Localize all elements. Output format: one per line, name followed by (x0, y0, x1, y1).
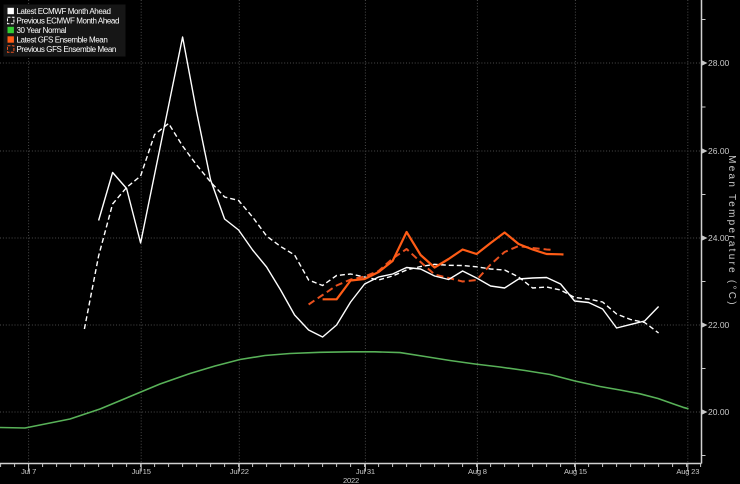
svg-text:Jul 7: Jul 7 (21, 467, 36, 476)
svg-text:Aug 8: Aug 8 (468, 467, 487, 476)
svg-text:26.00: 26.00 (708, 146, 730, 156)
svg-text:24.00: 24.00 (708, 233, 730, 243)
svg-text:Aug 15: Aug 15 (564, 467, 587, 476)
svg-text:Previous ECMWF Month Ahead: Previous ECMWF Month Ahead (17, 17, 120, 26)
svg-text:Jul 31: Jul 31 (356, 467, 375, 476)
svg-text:Latest ECMWF Month Ahead: Latest ECMWF Month Ahead (17, 7, 111, 16)
svg-text:30 Year Normal: 30 Year Normal (17, 26, 67, 35)
svg-text:Previous GFS Ensemble Mean: Previous GFS Ensemble Mean (17, 45, 116, 54)
svg-text:Jul 15: Jul 15 (132, 467, 151, 476)
svg-text:22.00: 22.00 (708, 320, 730, 330)
svg-text:28.00: 28.00 (708, 58, 730, 68)
svg-text:Mean Temperature (°C): Mean Temperature (°C) (726, 155, 737, 307)
svg-text:20.00: 20.00 (708, 407, 730, 417)
svg-text:Latest GFS Ensemble Mean: Latest GFS Ensemble Mean (17, 36, 108, 45)
svg-text:Jul 22: Jul 22 (230, 467, 249, 476)
svg-text:2022: 2022 (343, 476, 359, 484)
svg-text:Aug 23: Aug 23 (676, 467, 699, 476)
